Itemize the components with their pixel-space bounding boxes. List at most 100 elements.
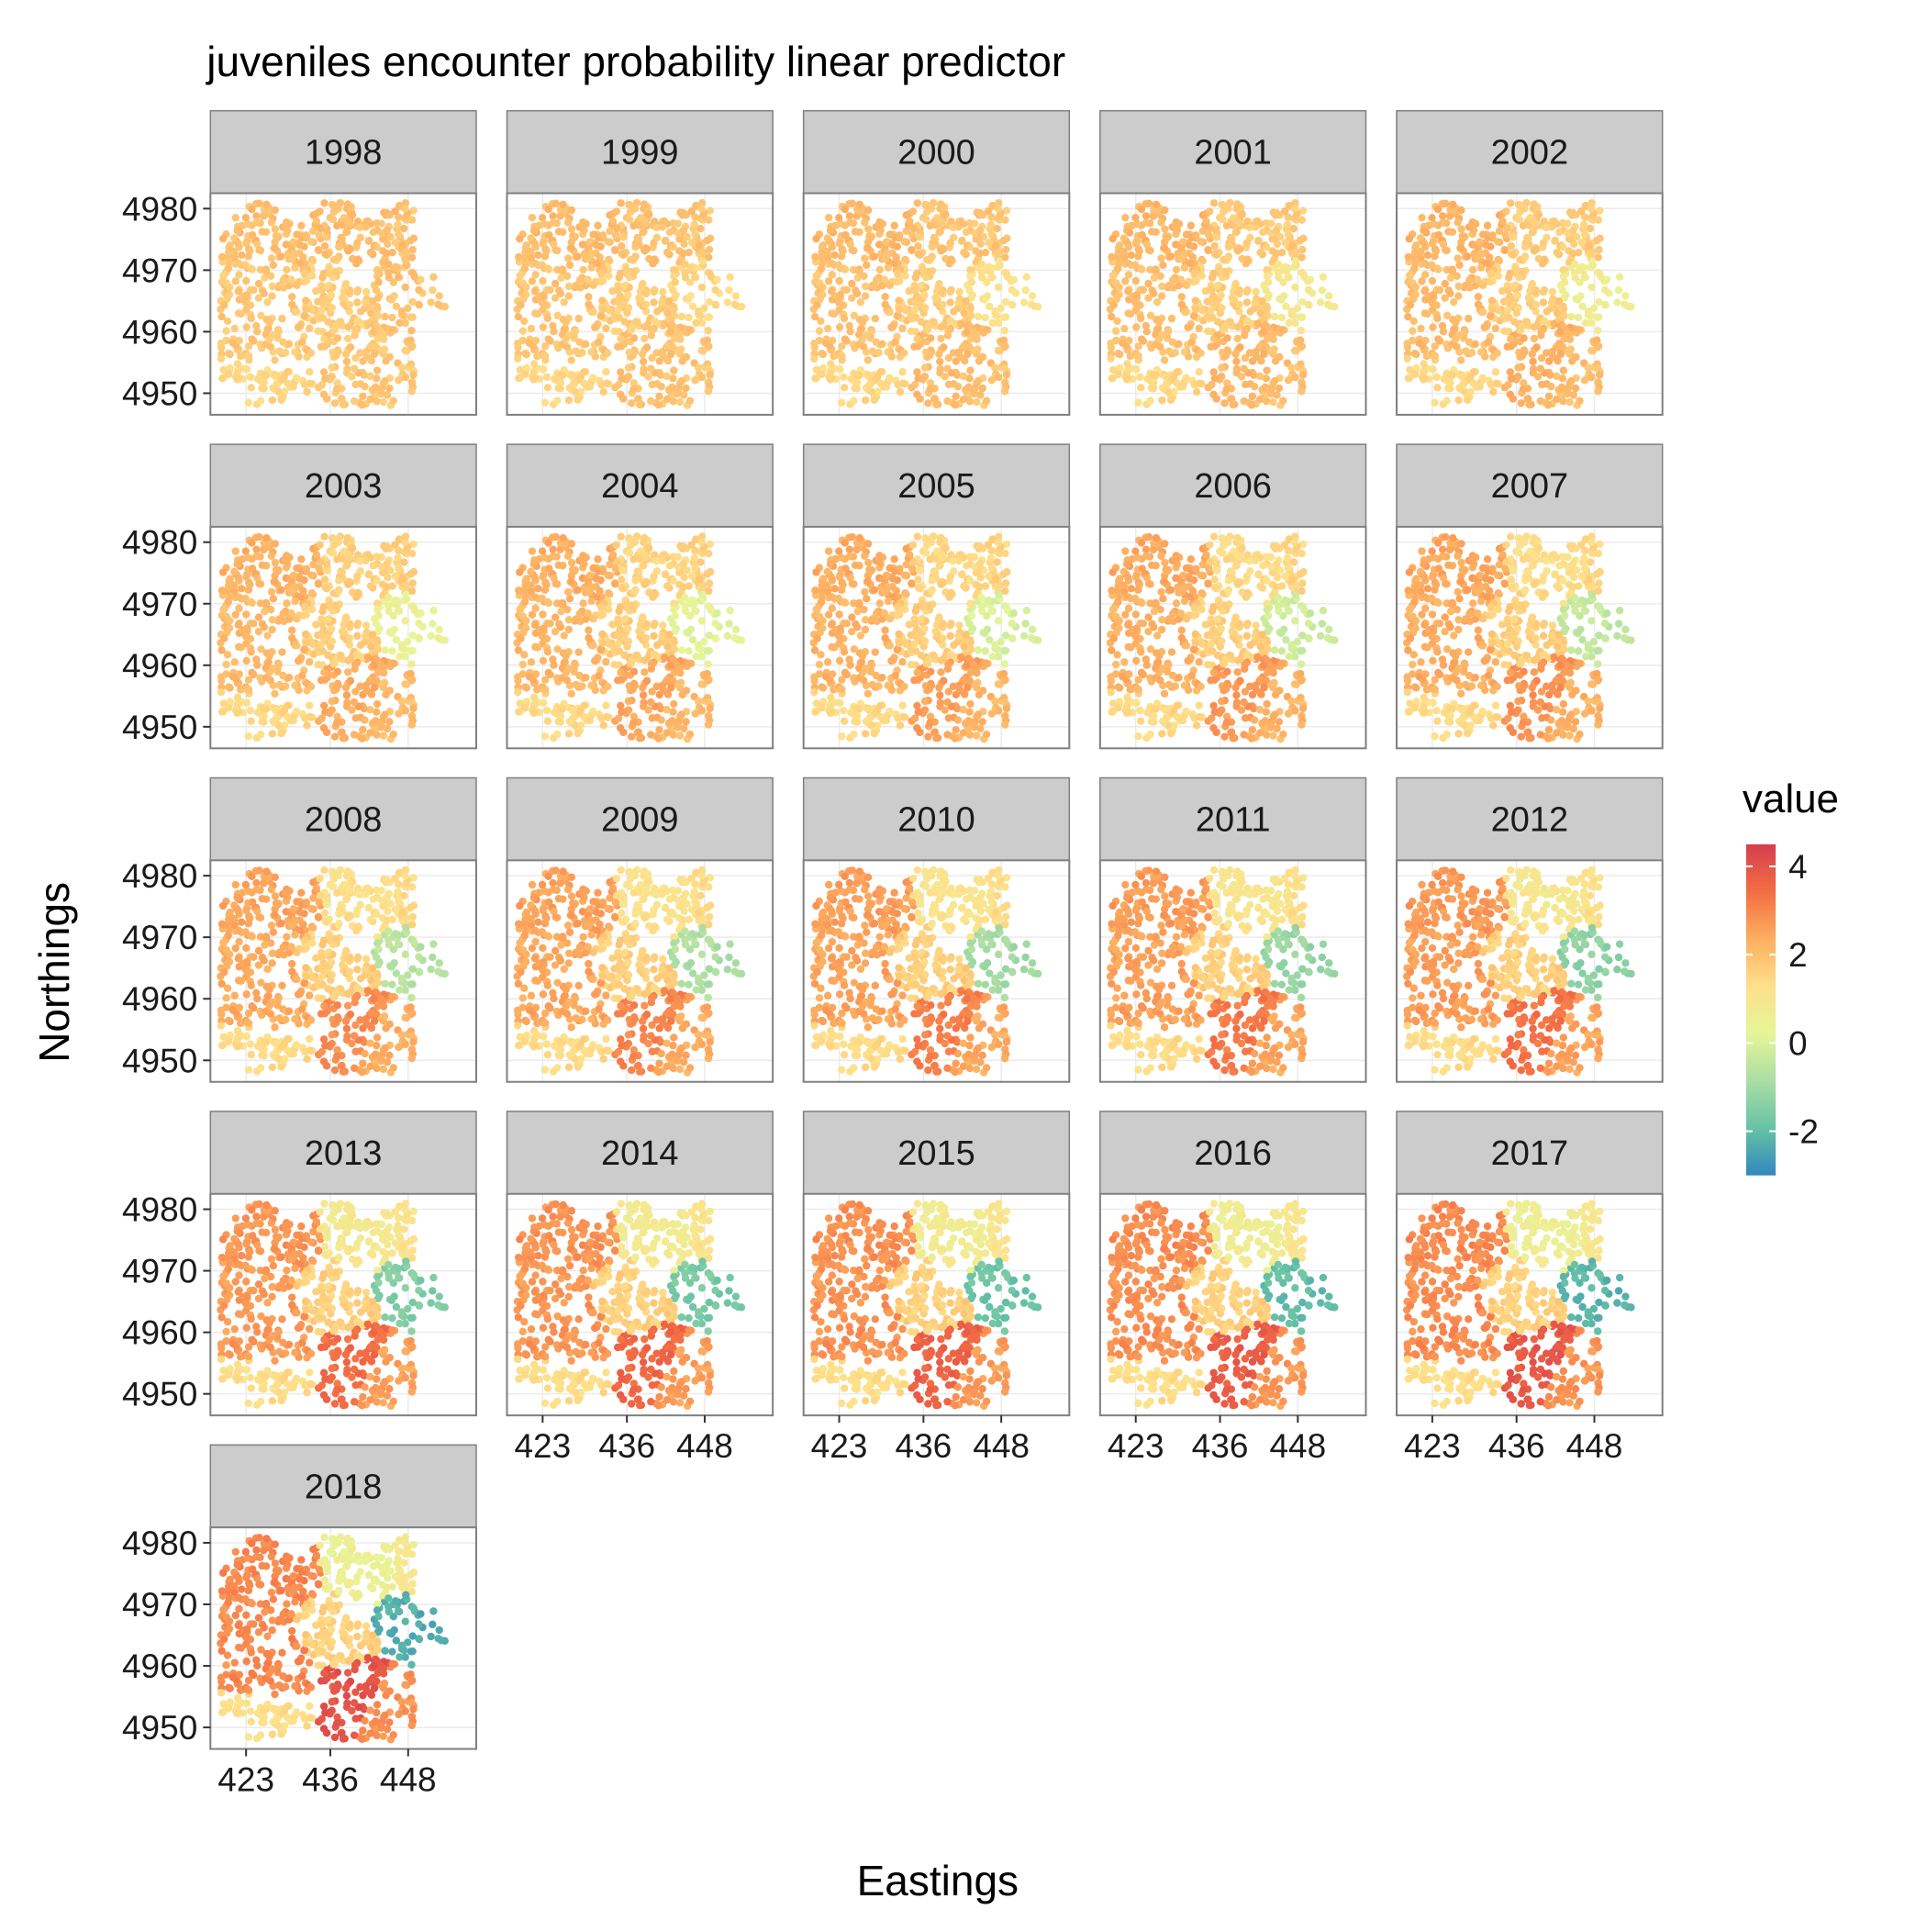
data-point (909, 207, 917, 215)
data-point (293, 230, 300, 238)
data-point (235, 593, 242, 600)
data-point (1187, 222, 1195, 229)
data-point (1523, 318, 1531, 326)
data-point (913, 368, 920, 375)
data-point (1248, 401, 1255, 408)
data-point (1507, 368, 1514, 375)
data-point (262, 229, 270, 236)
data-point (260, 212, 267, 219)
data-point (291, 597, 298, 605)
data-point (272, 540, 279, 547)
data-point (1298, 387, 1305, 395)
data-point (649, 381, 656, 388)
data-point (835, 277, 842, 285)
data-point (232, 214, 239, 221)
data-point (366, 706, 373, 713)
data-point (1429, 240, 1436, 247)
data-point (1143, 328, 1151, 335)
data-point (546, 286, 553, 294)
data-point (1424, 251, 1431, 259)
data-point (373, 700, 381, 708)
data-point (1447, 274, 1454, 282)
data-point (217, 688, 225, 696)
data-point (830, 251, 838, 259)
data-point (253, 328, 261, 335)
data-point (551, 613, 559, 620)
data-point (566, 262, 574, 269)
data-point (253, 661, 261, 668)
data-point (1275, 261, 1282, 268)
data-point (611, 247, 618, 254)
data-point (606, 307, 613, 314)
data-point (1526, 401, 1533, 408)
data-point (919, 267, 927, 274)
data-point (589, 230, 596, 238)
data-point (225, 264, 232, 272)
data-point (841, 206, 849, 213)
data-point (383, 560, 390, 567)
data-point (226, 617, 233, 624)
data-point (1231, 351, 1239, 358)
data-point (324, 318, 331, 325)
data-point (531, 621, 539, 629)
data-point (856, 201, 863, 208)
data-point (935, 351, 942, 358)
data-point (1405, 253, 1412, 261)
data-point (625, 363, 632, 371)
data-point (1223, 385, 1231, 393)
data-point (1108, 313, 1115, 320)
data-point (698, 284, 706, 291)
data-point (898, 325, 906, 332)
data-point (1108, 235, 1116, 242)
data-point (597, 270, 605, 277)
data-point (675, 335, 683, 342)
data-point (585, 634, 592, 642)
data-point (872, 315, 879, 322)
data-point (1229, 294, 1236, 301)
data-point (1587, 205, 1595, 212)
data-point (1433, 384, 1441, 391)
data-point (1157, 254, 1164, 262)
data-point (514, 340, 521, 347)
data-point (349, 211, 356, 218)
data-point (1268, 335, 1275, 342)
data-point (540, 365, 547, 373)
data-point (624, 291, 631, 298)
data-point (1158, 283, 1165, 290)
data-point (1233, 335, 1241, 342)
data-point (1162, 373, 1169, 380)
data-point (1156, 343, 1164, 351)
data-point (1582, 319, 1589, 327)
data-point (1199, 228, 1207, 235)
data-point (606, 228, 613, 235)
data-point (848, 295, 855, 302)
data-point (540, 699, 547, 707)
data-point (899, 380, 907, 387)
data-point (540, 291, 547, 298)
data-point (318, 286, 326, 294)
data-point (269, 396, 276, 404)
data-point (696, 241, 703, 249)
data-point (1544, 401, 1552, 408)
data-point (1595, 342, 1602, 350)
data-point (871, 252, 878, 260)
data-point (344, 335, 351, 342)
data-point (348, 706, 355, 713)
data-point (956, 352, 964, 360)
data-point (585, 255, 592, 262)
data-point (427, 298, 434, 306)
data-point (1575, 326, 1582, 333)
data-point (374, 612, 382, 620)
data-point (1256, 373, 1264, 380)
data-point (388, 647, 395, 654)
data-point (381, 646, 388, 653)
data-point (1575, 249, 1582, 256)
data-point (391, 207, 398, 215)
data-point (1210, 199, 1218, 207)
data-point (924, 326, 931, 333)
data-point (1601, 286, 1609, 294)
data-point (1279, 396, 1287, 404)
data-point (373, 676, 380, 684)
data-point (1510, 318, 1518, 325)
